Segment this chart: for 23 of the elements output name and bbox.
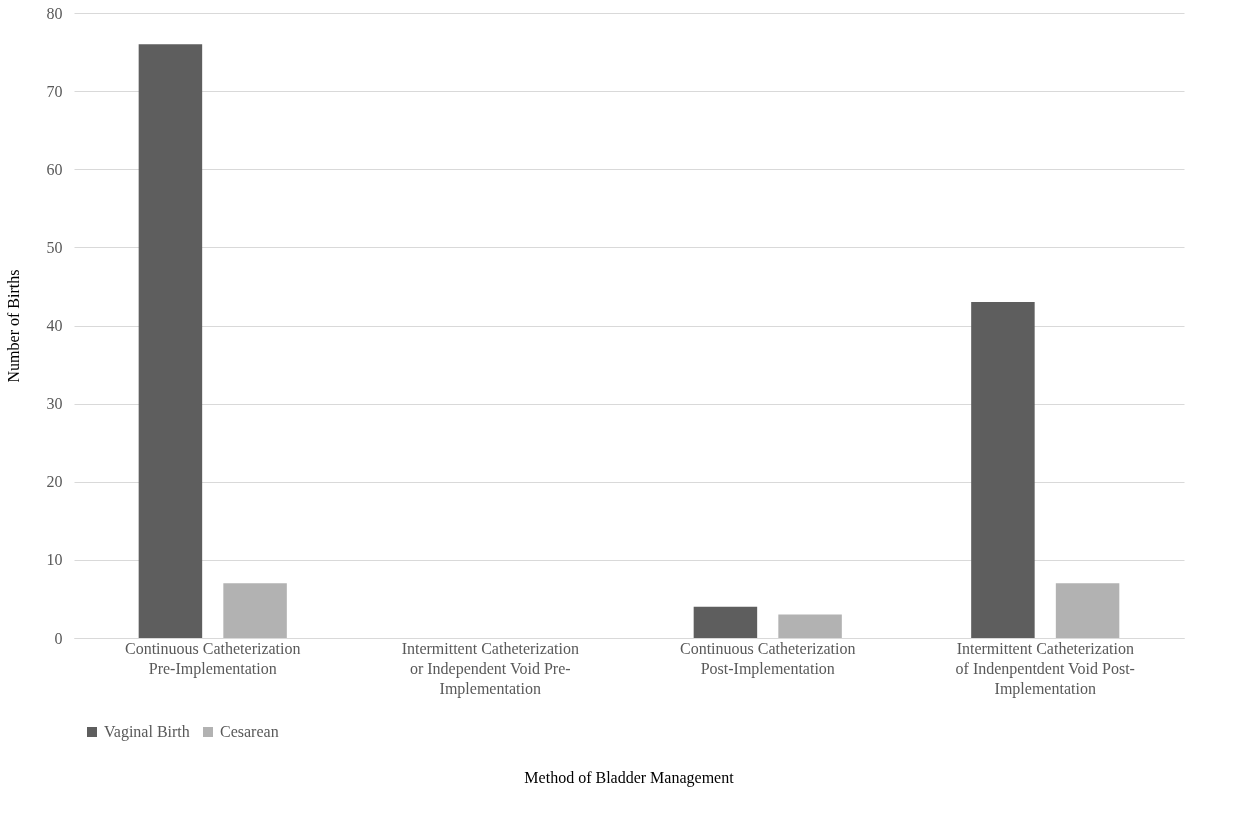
- y-tick-label: 30: [46, 395, 63, 413]
- bar: [223, 583, 287, 638]
- y-axis-title: Number of Births: [4, 269, 22, 383]
- x-tick-label: Intermittent Catheterization or Independent Void Pre-Implementation: [401, 639, 579, 698]
- y-tick-label: 20: [46, 473, 63, 491]
- bar: [971, 302, 1035, 638]
- bar: [138, 44, 203, 638]
- y-tick-label: 60: [46, 160, 63, 178]
- bar: [693, 606, 758, 638]
- y-tick-label: 40: [46, 317, 63, 334]
- bar: [1055, 583, 1120, 638]
- bar: [778, 614, 842, 638]
- legend-label: Cesarean: [220, 723, 279, 740]
- y-tick-label: 80: [46, 4, 63, 22]
- y-tick-label: 50: [46, 238, 63, 256]
- legend-label: Vaginal Birth: [104, 723, 190, 741]
- x-tick-label: Intermittent Catheterization of Indenpentdent Void Post-Implementation: [955, 639, 1135, 698]
- y-tick-label: 0: [54, 629, 63, 647]
- x-tick-label: Continuous Catheterization Pre-Implementation: [124, 639, 301, 678]
- y-tick-label: 70: [46, 82, 63, 100]
- x-tick-label: Continuous Catheterization Post-Implementation: [679, 639, 856, 678]
- x-axis-title: Method of Bladder Management: [524, 769, 735, 787]
- y-tick-label: 10: [46, 551, 63, 569]
